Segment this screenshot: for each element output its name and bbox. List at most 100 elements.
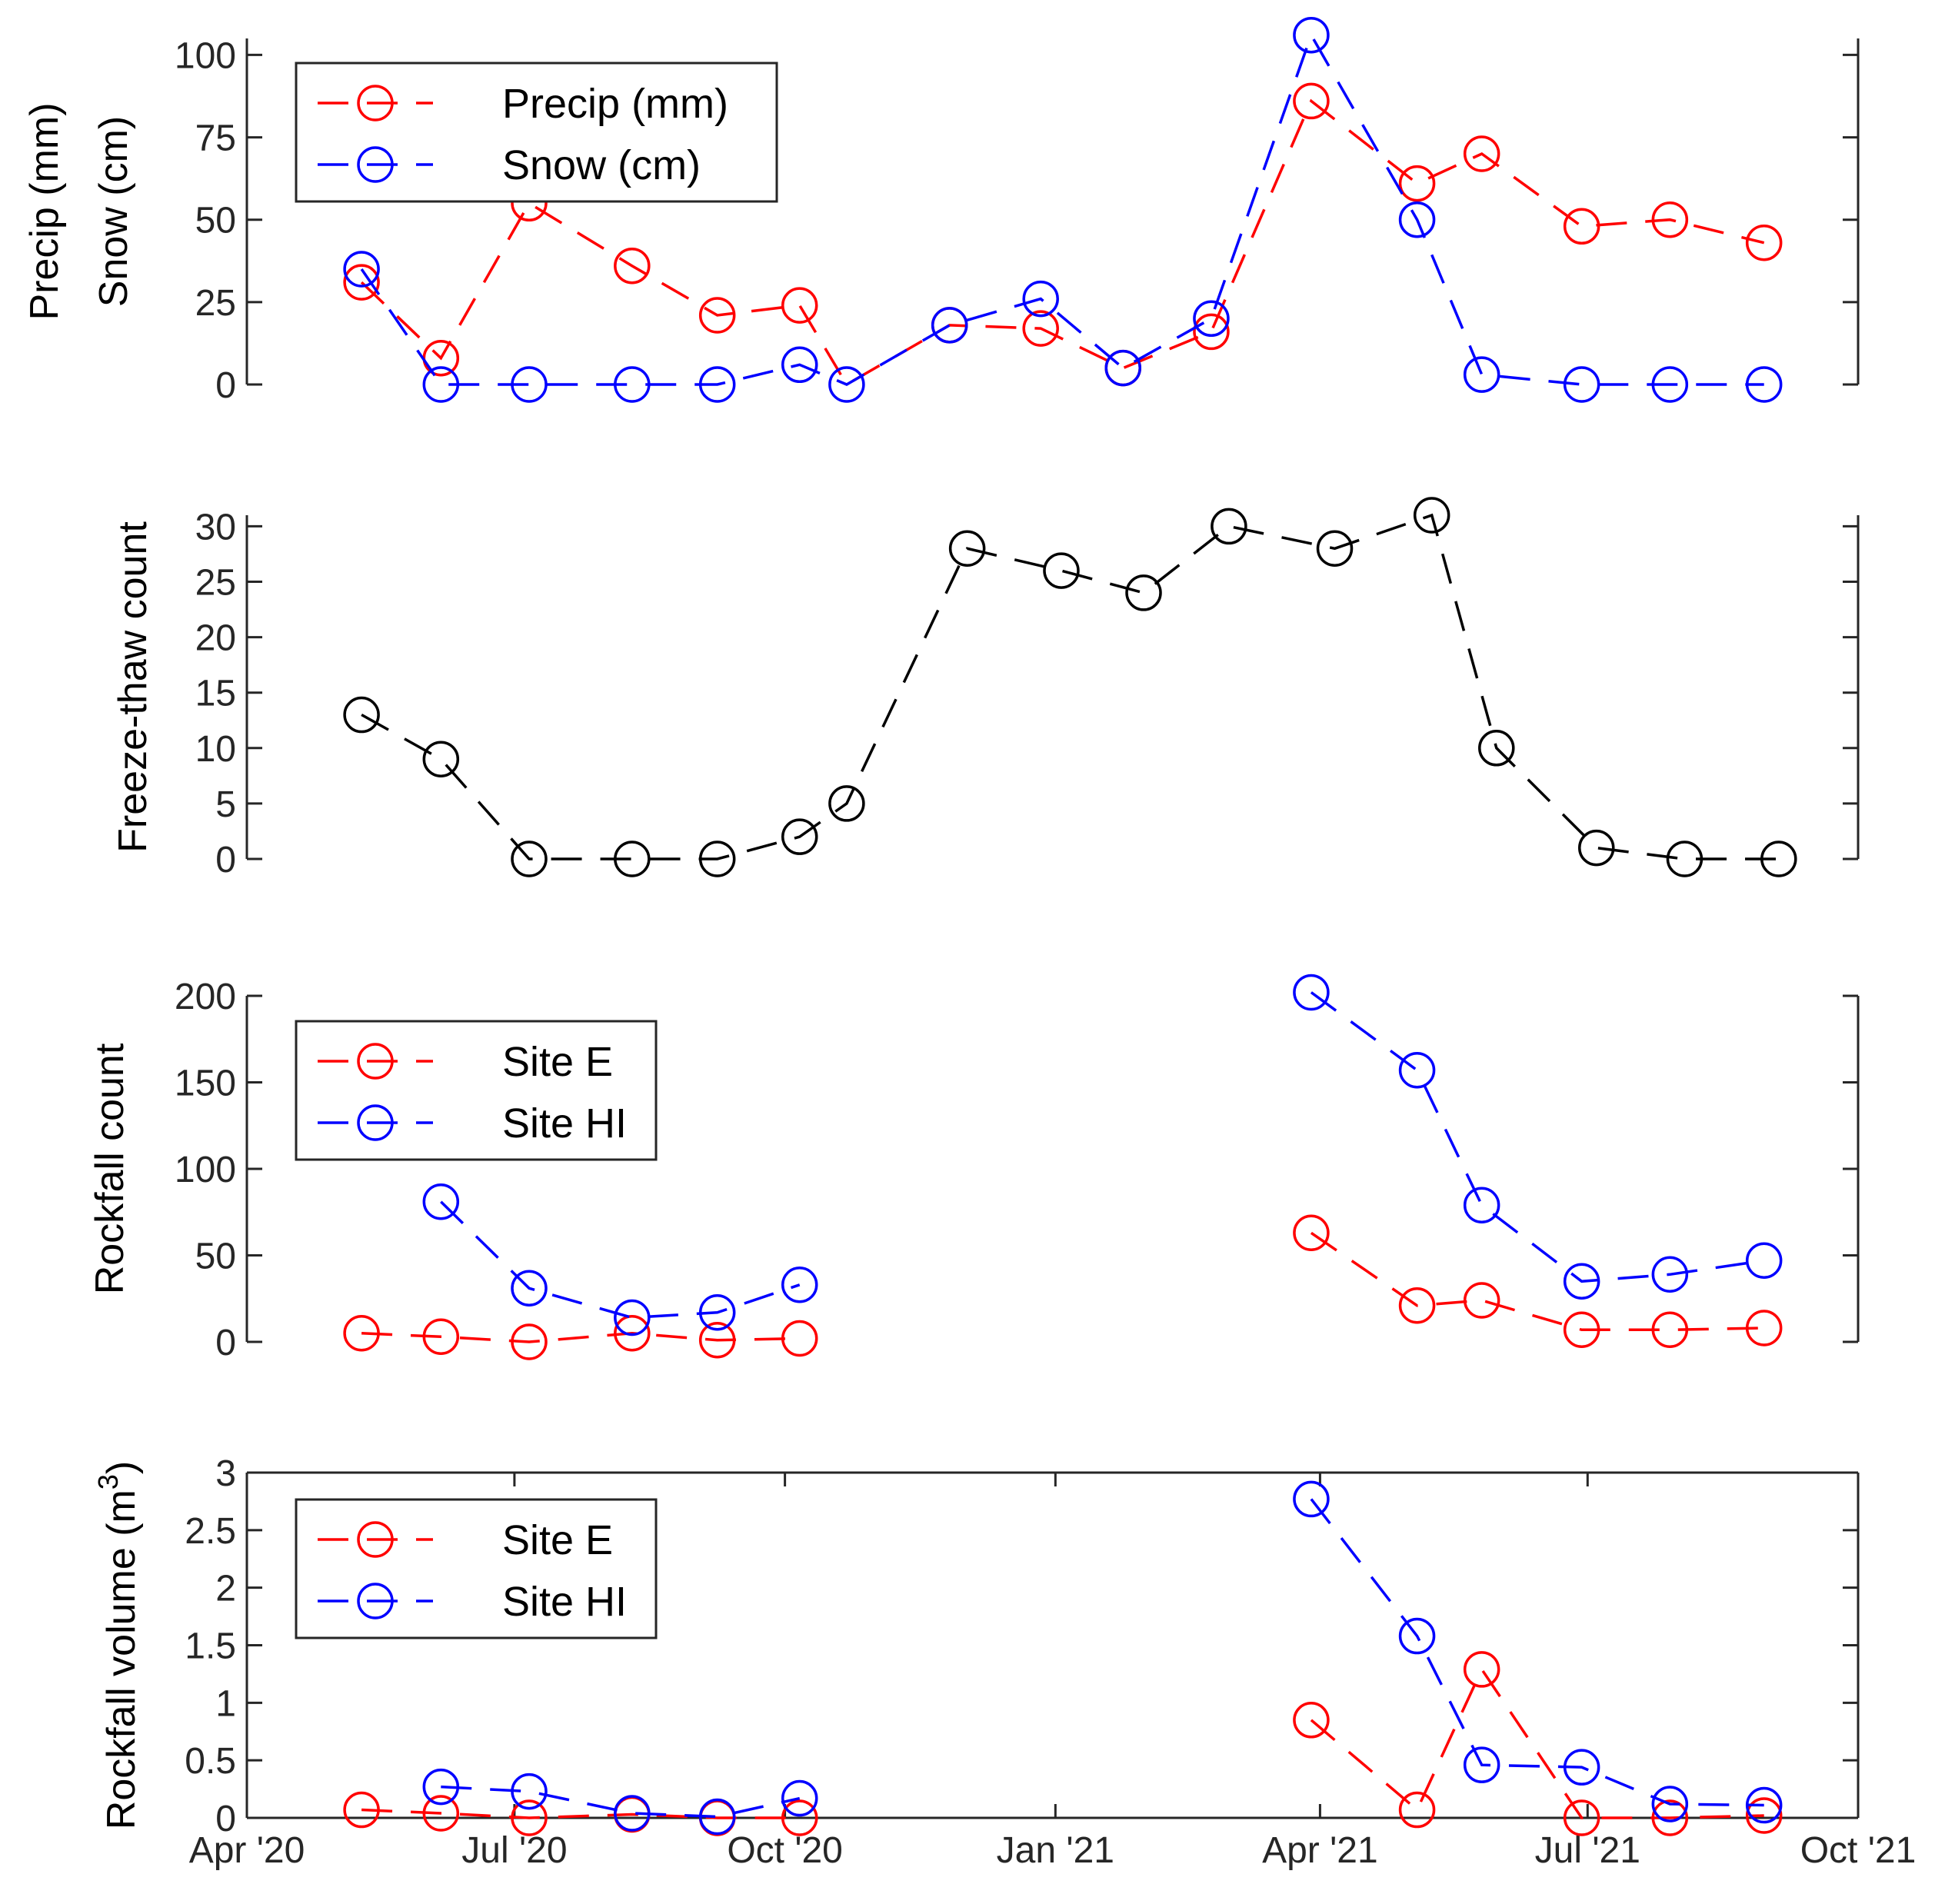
legend-swatch-marker <box>357 85 394 121</box>
y-tick-label: 100 <box>175 1150 236 1190</box>
data-point <box>1316 530 1354 568</box>
data-point <box>343 696 380 734</box>
data-point <box>698 297 736 334</box>
y-axis-label: Rockfall count <box>88 1043 132 1294</box>
legend-box <box>295 1498 658 1639</box>
legend-swatch-marker <box>357 1583 394 1619</box>
y-tick-label: 25 <box>195 283 236 324</box>
data-point <box>1563 366 1600 403</box>
data-point <box>1478 730 1515 767</box>
y-tick-label: 2 <box>215 1569 236 1609</box>
data-point <box>614 1315 651 1352</box>
series-site-e <box>343 1214 1783 1360</box>
data-point <box>1563 1311 1600 1348</box>
data-point <box>614 1299 651 1336</box>
data-point <box>1745 366 1783 403</box>
legend-label: Snow (cm) <box>502 142 701 188</box>
y-tick-label: 20 <box>195 618 236 659</box>
data-point <box>781 1267 818 1303</box>
data-point <box>1745 224 1783 261</box>
data-point <box>1651 1786 1689 1822</box>
data-point <box>828 366 865 403</box>
legend: Site E Site HI <box>295 1020 658 1161</box>
data-point <box>1398 1287 1436 1324</box>
legend-label: Site E <box>502 1517 613 1563</box>
data-point <box>511 366 548 403</box>
data-point <box>781 287 818 324</box>
data-point <box>1293 1702 1330 1739</box>
data-point <box>1463 135 1500 172</box>
y-tick-label: 0 <box>215 1799 236 1839</box>
data-point <box>1651 1799 1689 1836</box>
series-snow-cm- <box>343 16 1783 403</box>
data-point <box>781 1779 818 1817</box>
x-tick-label: Apr '21 <box>1262 1830 1378 1871</box>
data-point <box>422 1768 460 1806</box>
data-point <box>698 366 736 403</box>
series-line <box>440 1200 801 1320</box>
data-point <box>1211 508 1247 545</box>
legend: Precip (mm) Snow (cm) <box>295 62 778 203</box>
y-tick-label: 30 <box>195 507 236 548</box>
legend-swatch-marker <box>357 1521 394 1558</box>
data-point <box>343 1791 380 1829</box>
data-point <box>1293 16 1330 54</box>
data-point <box>1651 1311 1689 1348</box>
data-point <box>1651 366 1689 403</box>
data-point <box>698 840 736 877</box>
y-tick-label: 1.5 <box>185 1626 236 1667</box>
data-point <box>614 1795 651 1832</box>
data-point <box>1651 201 1689 238</box>
data-point <box>343 1315 380 1352</box>
y-tick-label: 15 <box>195 674 236 714</box>
y-tick-label: 5 <box>215 784 236 825</box>
series-site-hi <box>422 1480 1783 1836</box>
data-point <box>1104 349 1142 387</box>
legend-label: Site HI <box>502 1100 627 1147</box>
series-line <box>360 98 1765 387</box>
legend-label: Precip (mm) <box>502 81 728 127</box>
data-point <box>422 1795 460 1832</box>
legend: Site E Site HI <box>295 1498 658 1639</box>
data-point <box>422 366 460 403</box>
series-line <box>1310 1666 1764 1819</box>
y-tick-label: 0 <box>215 840 236 880</box>
series-line <box>360 32 1764 386</box>
data-point <box>781 818 818 855</box>
data-point <box>781 346 818 384</box>
x-tick-label: Jul '21 <box>1535 1830 1640 1871</box>
data-point <box>1463 1651 1500 1688</box>
panel-2: 0 5 10 15 20 25 30 Freeze-thaw count <box>111 497 1860 880</box>
data-point <box>511 1323 548 1360</box>
legend-swatch-marker <box>357 1043 394 1080</box>
panel-4: Apr '20 Jul '20 Oct '20 Jan '21 Apr '21 Jul '… <box>92 1453 1916 1871</box>
x-tick-label: Apr '20 <box>189 1830 305 1871</box>
data-point <box>422 1318 460 1355</box>
y-tick-label: 200 <box>175 977 236 1017</box>
data-point <box>511 840 548 877</box>
data-point <box>931 307 968 344</box>
data-point <box>1745 1242 1783 1279</box>
data-point <box>1666 840 1704 877</box>
data-point <box>948 530 986 568</box>
y-tick-label: 0.5 <box>185 1741 236 1782</box>
y-tick-label: 100 <box>175 35 236 76</box>
data-point <box>1043 552 1080 589</box>
data-point <box>511 1270 548 1307</box>
data-point <box>698 1322 736 1359</box>
y-axis-label: Precip (mm) <box>22 102 67 320</box>
data-point <box>781 1799 818 1836</box>
series-line <box>1310 991 1764 1283</box>
series-site-hi <box>422 974 1783 1336</box>
legend-swatch-marker <box>357 1104 394 1141</box>
data-point <box>1193 313 1230 351</box>
series-site-e <box>343 1651 1783 1836</box>
legend-box <box>295 1020 658 1161</box>
y-tick-label: 75 <box>195 118 236 159</box>
legend-swatch-marker <box>357 146 394 183</box>
data-point <box>1398 201 1436 238</box>
legend-label: Site E <box>502 1039 613 1085</box>
y-tick-label: 150 <box>175 1064 236 1104</box>
data-point <box>343 264 380 301</box>
